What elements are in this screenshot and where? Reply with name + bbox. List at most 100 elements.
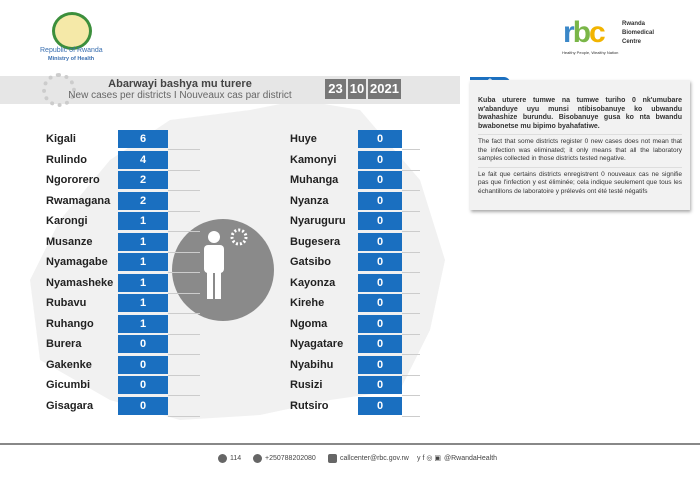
- district-row: Rulindo: [46, 151, 87, 169]
- district-name: Musanze: [46, 235, 93, 248]
- district-case-count: 6: [118, 130, 168, 148]
- row-divider: [168, 231, 200, 232]
- rwanda-coat-of-arms-logo: [52, 12, 92, 50]
- row-divider: [402, 149, 420, 150]
- row-divider: [402, 210, 420, 212]
- district-case-count: 0: [118, 335, 168, 353]
- note-kinyarwanda: Kuba uturere tumwe na tumwe turiho 0 nk'…: [478, 94, 682, 135]
- district-case-count: 0: [358, 314, 402, 333]
- virus-icon: [42, 73, 76, 107]
- row-divider: [168, 210, 200, 212]
- district-case-count: 2: [118, 191, 168, 210]
- district-row: Ruhango: [46, 315, 94, 333]
- rbc-tagline: Healthy People, Wealthy Nation: [562, 50, 619, 55]
- row-divider: [168, 374, 200, 376]
- district-name: Bugesera: [290, 235, 341, 248]
- district-case-count: 1: [118, 314, 168, 333]
- info-note: Kuba uturere tumwe na tumwe turiho 0 nk'…: [470, 80, 690, 210]
- district-name: Ngoma: [290, 317, 328, 330]
- district-case-count: 0: [358, 232, 402, 251]
- district-case-count: 2: [118, 171, 168, 189]
- district-name: Rusizi: [290, 379, 323, 391]
- district-name: Rulindo: [46, 153, 87, 166]
- social-icons: y f ◎ ▣: [417, 455, 442, 462]
- phone-number: +250788202080: [265, 455, 316, 462]
- district-case-count: 1: [118, 294, 168, 312]
- row-divider: [168, 169, 200, 171]
- district-name: Nyaruguru: [290, 215, 346, 227]
- district-name: Kamonyi: [290, 153, 337, 166]
- district-name: Muhanga: [290, 174, 339, 186]
- district-name: Gatsibo: [290, 256, 331, 268]
- district-name: Ruhango: [46, 317, 94, 330]
- row-divider: [402, 333, 420, 335]
- whatsapp-icon: [253, 454, 262, 463]
- district-row: Gisagara: [46, 397, 93, 415]
- date-year: 2021: [368, 79, 401, 99]
- phone-icon: [218, 454, 227, 463]
- row-divider: [402, 313, 420, 314]
- note-french: Le fait que certains districts enregistr…: [478, 170, 682, 195]
- district-case-count: 0: [358, 253, 402, 271]
- district-name: Huye: [290, 133, 317, 145]
- district-row: Nyamasheke: [46, 274, 113, 292]
- district-case-count: 1: [118, 212, 168, 230]
- district-case-count: 0: [358, 396, 402, 415]
- row-divider: [402, 374, 420, 376]
- district-case-count: 4: [118, 150, 168, 169]
- row-divider: [402, 354, 420, 355]
- rbc-logo: rbc: [563, 16, 606, 49]
- district-name: Burera: [46, 338, 82, 350]
- date-month: 10: [348, 79, 366, 99]
- district-name: Gisagara: [46, 399, 94, 412]
- district-row: Nyaruguru: [290, 212, 346, 230]
- district-name: Kayonza: [290, 276, 336, 289]
- row-divider: [402, 231, 420, 232]
- row-divider: [402, 169, 420, 171]
- district-row: Rutsiro: [290, 397, 329, 415]
- row-divider: [168, 313, 200, 314]
- district-row: Nyamagabe: [46, 253, 108, 271]
- district-row: Bugesera: [290, 233, 340, 251]
- district-row: Gatsibo: [290, 253, 331, 271]
- row-divider: [168, 415, 200, 417]
- district-case-count: 0: [358, 150, 402, 169]
- district-case-count: 0: [358, 355, 402, 374]
- district-case-count: 0: [118, 396, 168, 415]
- row-divider: [168, 190, 200, 191]
- district-case-count: 0: [358, 130, 402, 148]
- district-name: Kigali: [46, 133, 76, 145]
- district-row: Rubavu: [46, 294, 86, 312]
- row-divider: [168, 149, 200, 150]
- district-name: Karongi: [46, 215, 88, 227]
- district-case-count: 0: [358, 191, 402, 210]
- row-divider: [168, 292, 200, 294]
- email: callcenter@rbc.gov.rw: [340, 455, 409, 462]
- district-case-count: 1: [118, 232, 168, 251]
- person-virus-icon: [172, 219, 274, 321]
- district-case-count: 0: [358, 212, 402, 230]
- district-row: Musanze: [46, 233, 92, 251]
- row-divider: [168, 272, 200, 273]
- district-name: Ngororero: [46, 174, 100, 186]
- district-case-count: 0: [358, 273, 402, 292]
- row-divider: [168, 395, 200, 396]
- district-case-count: 0: [358, 376, 402, 394]
- district-row: Nyabihu: [290, 356, 333, 374]
- district-row: Burera: [46, 335, 81, 353]
- district-name: Nyabihu: [290, 358, 334, 371]
- district-row: Ngororero: [46, 171, 100, 189]
- row-divider: [402, 190, 420, 191]
- district-name: Gakenke: [46, 358, 92, 371]
- district-row: Huye: [290, 130, 317, 148]
- district-row: Kirehe: [290, 294, 324, 312]
- district-row: Ngoma: [290, 315, 327, 333]
- district-case-count: 0: [358, 294, 402, 312]
- district-name: Nyagatare: [290, 338, 344, 350]
- row-divider: [402, 415, 420, 417]
- district-case-count: 1: [118, 273, 168, 292]
- district-row: Nyagatare: [290, 335, 343, 353]
- district-row: Nyanza: [290, 192, 329, 210]
- district-case-count: 0: [118, 355, 168, 374]
- district-row: Kamonyi: [290, 151, 336, 169]
